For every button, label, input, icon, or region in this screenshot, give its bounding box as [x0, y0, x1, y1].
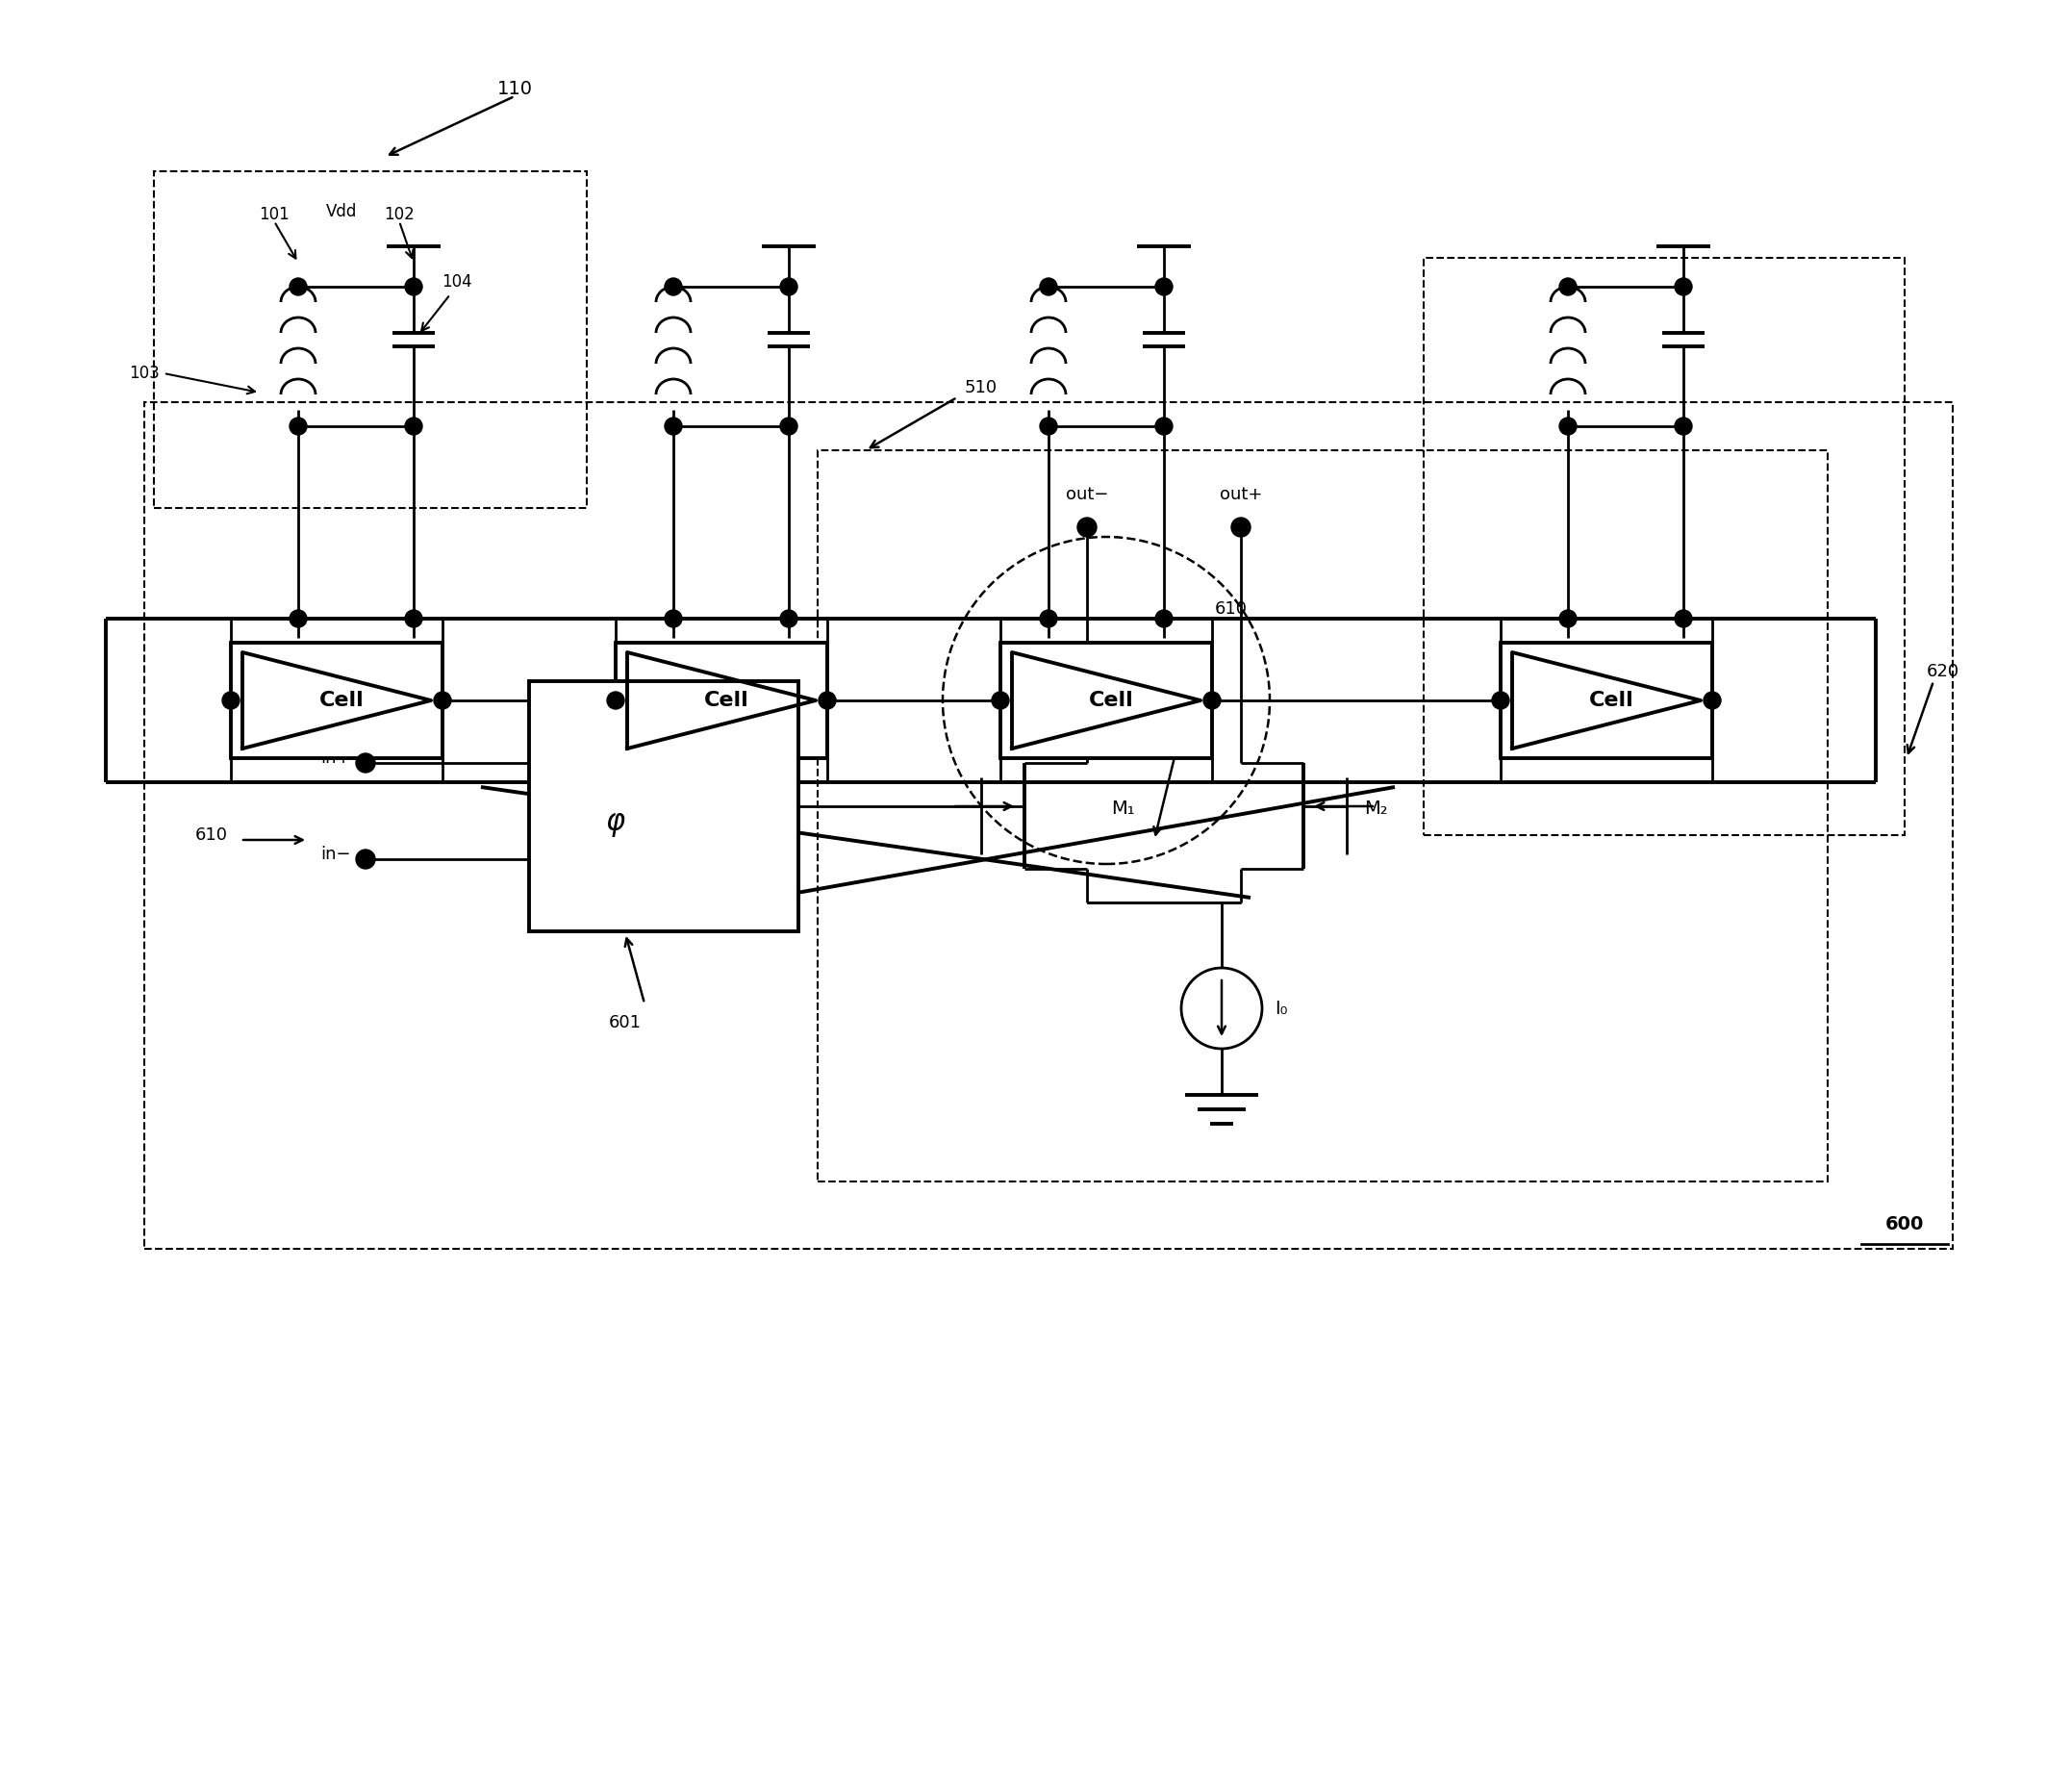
- Circle shape: [1077, 517, 1096, 537]
- Text: out+: out+: [1220, 485, 1262, 503]
- Circle shape: [290, 277, 307, 295]
- Text: Vdd: Vdd: [325, 203, 356, 220]
- Text: M₂: M₂: [1363, 798, 1388, 818]
- Circle shape: [1156, 277, 1173, 295]
- Circle shape: [404, 610, 423, 628]
- Circle shape: [1156, 610, 1173, 628]
- FancyBboxPatch shape: [1001, 642, 1212, 757]
- Circle shape: [818, 692, 835, 709]
- Circle shape: [404, 277, 423, 295]
- Text: 101: 101: [259, 206, 290, 224]
- Circle shape: [1492, 692, 1508, 709]
- Circle shape: [1674, 418, 1693, 436]
- Circle shape: [781, 610, 798, 628]
- Text: 104: 104: [441, 274, 472, 290]
- Circle shape: [1231, 517, 1251, 537]
- Text: 620: 620: [1927, 663, 1960, 681]
- Text: out−: out−: [1065, 485, 1109, 503]
- Circle shape: [433, 692, 452, 709]
- Text: 610: 610: [195, 827, 228, 845]
- Circle shape: [222, 692, 240, 709]
- Circle shape: [1040, 277, 1057, 295]
- Text: I₀: I₀: [1274, 999, 1287, 1017]
- Circle shape: [1560, 610, 1577, 628]
- Text: in−: in−: [321, 846, 350, 862]
- Text: 601: 601: [609, 1013, 642, 1031]
- Circle shape: [665, 418, 682, 436]
- Circle shape: [992, 692, 1009, 709]
- Circle shape: [1040, 418, 1057, 436]
- Circle shape: [1560, 277, 1577, 295]
- Circle shape: [665, 610, 682, 628]
- Text: in+: in+: [321, 750, 350, 766]
- Circle shape: [1703, 692, 1722, 709]
- Circle shape: [356, 850, 375, 869]
- Text: 600: 600: [1886, 1216, 1925, 1234]
- FancyBboxPatch shape: [230, 642, 443, 757]
- Text: M₁: M₁: [1111, 798, 1135, 818]
- Text: 110: 110: [497, 80, 533, 98]
- Circle shape: [607, 692, 624, 709]
- Circle shape: [1674, 610, 1693, 628]
- Circle shape: [1560, 418, 1577, 436]
- Text: 610: 610: [1214, 601, 1247, 617]
- Text: Cell: Cell: [319, 692, 365, 709]
- Text: 510: 510: [966, 379, 997, 396]
- FancyBboxPatch shape: [1500, 642, 1711, 757]
- Circle shape: [781, 277, 798, 295]
- Text: $\varphi$: $\varphi$: [605, 811, 626, 839]
- Circle shape: [404, 418, 423, 436]
- Text: 103: 103: [128, 364, 160, 382]
- Circle shape: [781, 418, 798, 436]
- Circle shape: [1156, 418, 1173, 436]
- Circle shape: [356, 754, 375, 773]
- FancyBboxPatch shape: [528, 681, 798, 932]
- Text: Cell: Cell: [1088, 692, 1133, 709]
- Circle shape: [1674, 277, 1693, 295]
- Circle shape: [1040, 610, 1057, 628]
- Circle shape: [290, 610, 307, 628]
- Text: Cell: Cell: [704, 692, 748, 709]
- FancyBboxPatch shape: [615, 642, 827, 757]
- Text: Cell: Cell: [1589, 692, 1633, 709]
- Text: 102: 102: [383, 206, 414, 224]
- Circle shape: [665, 277, 682, 295]
- Circle shape: [290, 418, 307, 436]
- Circle shape: [1204, 692, 1220, 709]
